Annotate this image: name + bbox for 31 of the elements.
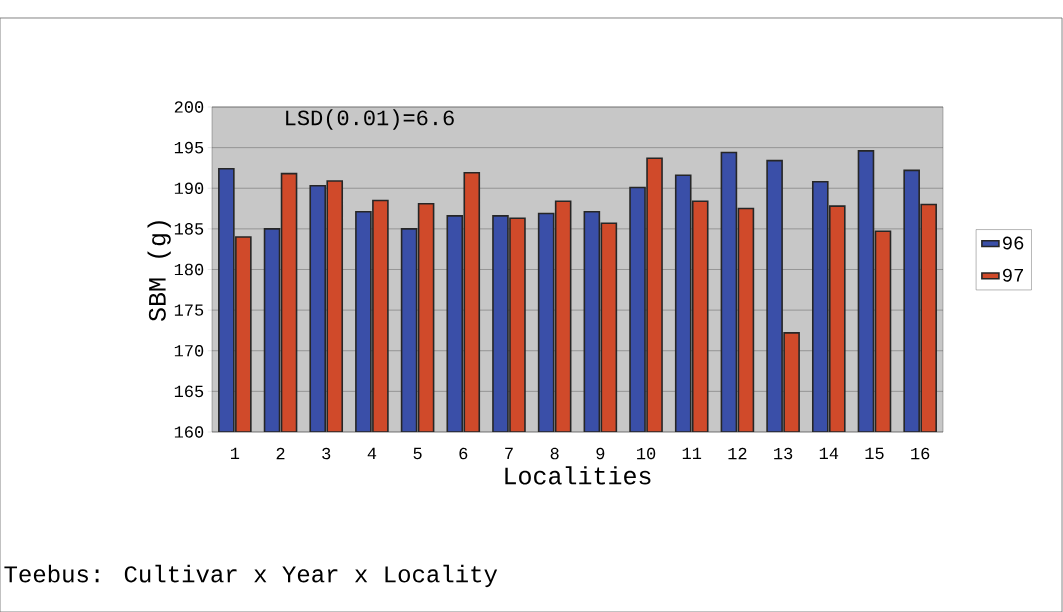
x-tick-label: 15 — [865, 447, 884, 460]
y-tick-label: 180 — [174, 263, 204, 276]
x-tick-label: 13 — [774, 447, 793, 460]
x-tick-label: 5 — [413, 447, 422, 460]
x-tick-label: 11 — [682, 447, 702, 459]
x-tick-label: 1 — [230, 447, 240, 459]
y-tick-label: 190 — [174, 182, 204, 195]
y-tick-label: 165 — [174, 385, 204, 398]
legend-label: 96 — [1003, 236, 1024, 250]
y-axis-title: SBM (g) — [147, 221, 171, 322]
y-tick-label: 185 — [174, 223, 204, 235]
x-tick-label: 2 — [276, 447, 285, 460]
annotation: LSD(0.01)=6.6 — [286, 109, 454, 130]
y-tick-label: 170 — [174, 344, 204, 357]
y-tick-label: 195 — [174, 141, 204, 154]
x-tick-label: 10 — [637, 447, 656, 460]
x-tick-label: 16 — [911, 447, 930, 460]
y-tick-label: 160 — [174, 426, 204, 438]
x-tick-label: 4 — [367, 447, 377, 459]
x-tick-label: 8 — [550, 447, 559, 460]
x-tick-label: 12 — [728, 447, 747, 460]
y-tick-label: 175 — [174, 304, 204, 316]
x-tick-label: 14 — [819, 447, 839, 459]
legend-label: 97 — [1003, 268, 1024, 282]
x-tick-label: 3 — [322, 447, 331, 460]
text: Teebus: Cultivar x Year x Locality — [4, 564, 498, 588]
x-tick-label: 6 — [459, 447, 468, 460]
x-tick-label: 7 — [505, 447, 513, 459]
y-tick-label: 200 — [174, 101, 204, 113]
x-tick-label: 9 — [596, 447, 605, 460]
x-axis-title: Localities — [505, 466, 651, 485]
